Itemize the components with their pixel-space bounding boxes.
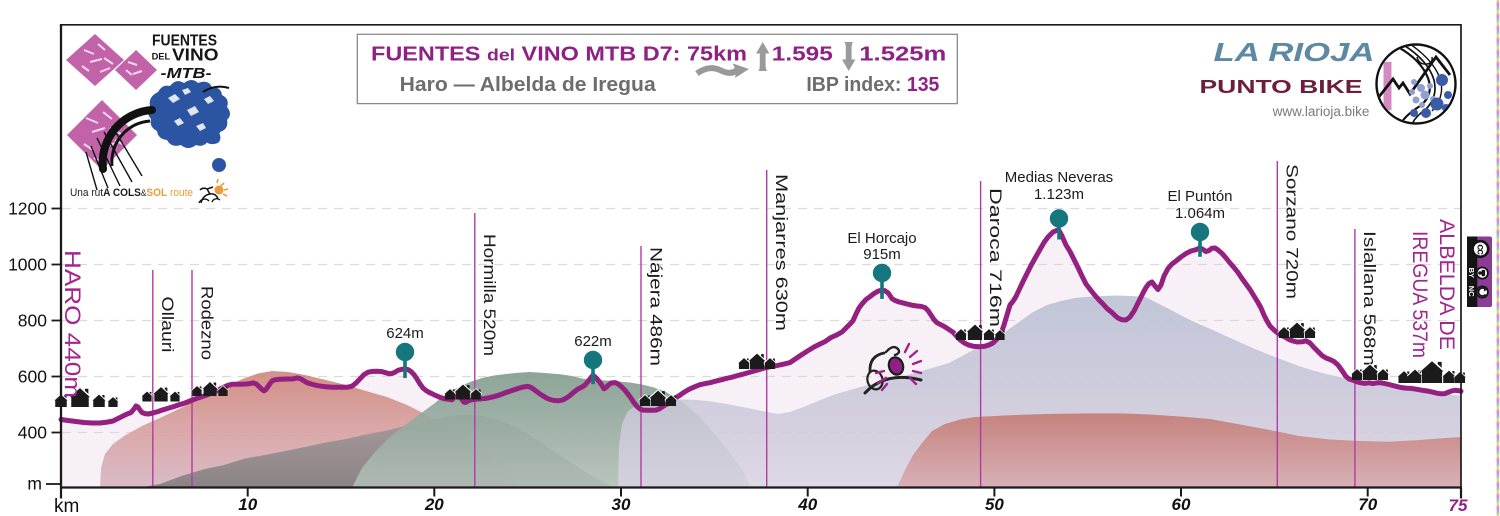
svg-text:1200: 1200 bbox=[8, 199, 47, 219]
svg-text:www.larioja.bike: www.larioja.bike bbox=[1272, 104, 1370, 119]
svg-text:400: 400 bbox=[18, 423, 47, 443]
svg-text:LA RIOJA: LA RIOJA bbox=[1214, 37, 1375, 67]
svg-text:m: m bbox=[27, 474, 42, 494]
svg-text:Islallana 568m: Islallana 568m bbox=[1360, 231, 1378, 366]
svg-text:DEL: DEL bbox=[152, 52, 171, 62]
svg-text:PUNTO BIKE: PUNTO BIKE bbox=[1200, 77, 1363, 97]
svg-text:60: 60 bbox=[1172, 495, 1191, 514]
svg-text:FUENTES: FUENTES bbox=[152, 33, 217, 50]
svg-text:622m: 622m bbox=[574, 333, 612, 350]
svg-text:75: 75 bbox=[1449, 496, 1468, 515]
svg-text:IREGUA 537m: IREGUA 537m bbox=[1408, 231, 1431, 358]
svg-text:1.525m: 1.525m bbox=[859, 43, 946, 66]
svg-text:FUENTES del VINO MTB D7: 75km: FUENTES del VINO MTB D7: 75km bbox=[371, 43, 747, 66]
svg-text:VINO: VINO bbox=[172, 45, 219, 65]
svg-text:Hormilla 520m: Hormilla 520m bbox=[480, 234, 498, 356]
svg-text:Daroca 716m: Daroca 716m bbox=[986, 188, 1004, 327]
svg-text:NC: NC bbox=[1467, 286, 1476, 297]
svg-text:Una rutA COLS&SOL route: Una rutA COLS&SOL route bbox=[70, 187, 193, 199]
svg-text:600: 600 bbox=[18, 367, 47, 387]
svg-text:El Puntón: El Puntón bbox=[1167, 188, 1232, 205]
svg-text:Sorzano 720m: Sorzano 720m bbox=[1283, 164, 1301, 299]
svg-text:624m: 624m bbox=[386, 325, 424, 342]
svg-text:HARO 440m: HARO 440m bbox=[60, 250, 85, 398]
svg-text:915m: 915m bbox=[863, 246, 901, 263]
svg-text:Medias Neveras: Medias Neveras bbox=[1005, 169, 1113, 186]
svg-text:40: 40 bbox=[797, 495, 817, 514]
svg-text:Rodezno: Rodezno bbox=[197, 286, 215, 360]
svg-text:ALBELDA DE: ALBELDA DE bbox=[1435, 219, 1458, 350]
svg-text:El Horcajo: El Horcajo bbox=[847, 230, 916, 247]
svg-text:cc: cc bbox=[1475, 244, 1487, 255]
svg-text:1.123m: 1.123m bbox=[1034, 186, 1084, 203]
svg-text:800: 800 bbox=[18, 311, 47, 331]
svg-text:Haro — Albelda de Iregua: Haro — Albelda de Iregua bbox=[400, 74, 657, 96]
svg-text:1000: 1000 bbox=[8, 255, 47, 275]
svg-text:50: 50 bbox=[985, 495, 1004, 514]
svg-text:30: 30 bbox=[612, 495, 631, 514]
svg-text:IBP index: 135: IBP index: 135 bbox=[806, 74, 939, 96]
svg-text:Ollauri: Ollauri bbox=[158, 297, 176, 353]
svg-text:km: km bbox=[54, 496, 79, 516]
svg-text:10: 10 bbox=[238, 495, 257, 514]
svg-text:1.595: 1.595 bbox=[772, 43, 833, 66]
svg-text:BY: BY bbox=[1467, 268, 1476, 278]
svg-text:70: 70 bbox=[1358, 495, 1377, 514]
svg-text:20: 20 bbox=[424, 495, 444, 514]
svg-text:1.064m: 1.064m bbox=[1175, 205, 1225, 222]
svg-text:Nájera 486m: Nájera 486m bbox=[646, 247, 664, 366]
svg-text:-MTB-: -MTB- bbox=[161, 66, 212, 82]
svg-text:Manjarres 630m: Manjarres 630m bbox=[772, 174, 790, 331]
